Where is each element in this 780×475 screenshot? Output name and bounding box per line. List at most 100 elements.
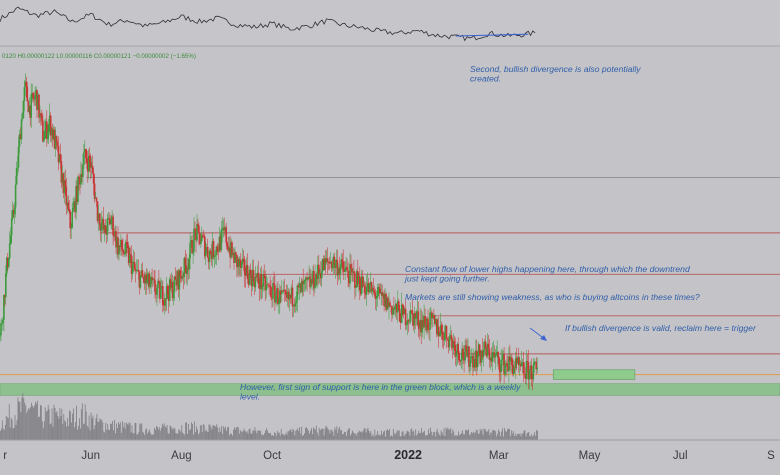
candle-body [441,331,444,340]
volume-bar [155,429,156,440]
volume-bar [203,424,205,440]
candle-body [477,344,480,357]
volume-bar [113,430,114,440]
volume-bar [243,428,245,440]
volume-bar [436,428,438,440]
volume-bar [38,417,39,440]
candle-body [94,197,97,199]
volume-bar [325,425,327,440]
volume-bar [148,431,149,440]
volume-bar [82,424,84,440]
volume-bar [233,429,234,440]
candle-body [504,365,506,375]
volume-bar [533,435,535,440]
candle-body [438,334,441,337]
volume-bar [91,418,93,440]
candle-body [243,259,246,276]
volume-bar [40,405,41,440]
candle-body [349,264,351,284]
volume-bar [126,423,128,440]
candle-body [489,357,492,360]
volume-bar [66,426,68,440]
volume-bar [238,433,240,440]
candle-body [65,186,68,206]
volume-bar [486,431,488,440]
candle-body [368,284,371,293]
volume-bar [495,431,497,440]
volume-bar [202,424,204,440]
volume-bar [334,427,336,440]
volume-bar [441,432,443,440]
volume-bar [92,415,94,440]
volume-bar [275,435,277,440]
volume-bar [45,411,47,440]
volume-bar [336,426,338,440]
volume-bar [53,404,55,440]
candle-body [483,341,486,350]
volume-bar [516,434,518,440]
candle-body [176,271,179,286]
volume-bar [301,426,303,440]
volume-bar [98,421,100,440]
volume-bar [100,419,102,440]
volume-bar [308,430,309,440]
candle-body [481,350,484,357]
candle-body [497,351,499,358]
candle-body [535,361,537,370]
divergence-line [455,33,529,37]
candle-body [442,339,445,341]
volume-bar [198,432,200,440]
volume-bar [406,430,408,440]
candle-body [179,270,182,277]
volume-bar [232,435,233,440]
candle-body [389,302,391,306]
candle-body [332,256,335,265]
candle-body [178,270,181,290]
volume-bar [241,432,243,440]
volume-layer [0,393,538,440]
volume-bar [105,422,107,440]
volume-bar [368,430,370,440]
candle-body [88,155,91,162]
candle-body [200,241,202,244]
volume-bar [268,432,269,440]
candle-body [133,261,136,269]
volume-bar [48,409,50,440]
candle-body [258,283,261,289]
candle-body [459,360,461,362]
candle-body [132,261,135,265]
candle-body [468,346,470,367]
volume-bar [132,432,134,440]
candle-body [19,134,22,140]
volume-bar [364,428,366,440]
volume-bar [487,431,489,440]
candle-body [464,345,466,361]
volume-bar [526,433,528,440]
volume-bar [381,430,382,440]
volume-bar [488,429,490,440]
candle-body [152,279,154,281]
candle-body [181,275,184,279]
candle-body [209,250,212,254]
candle-body [146,279,148,284]
volume-bar [2,428,4,440]
volume-bar [385,436,386,440]
volume-bar [312,434,313,440]
candle-body [86,158,88,163]
candle-body [14,184,17,208]
volume-bar [222,433,224,440]
volume-bar [357,432,359,440]
candle-body [42,120,44,142]
candle-body [153,279,155,281]
volume-bar [23,398,25,440]
volume-bar [335,429,337,440]
candle-body [437,326,440,337]
candle-body [415,316,418,319]
candle-body [509,356,511,362]
volume-bar [505,430,506,440]
volume-bar [36,403,37,440]
volume-bar [445,427,447,440]
volume-bar [183,433,185,440]
candle-body [347,270,349,278]
candle-body [402,306,405,315]
